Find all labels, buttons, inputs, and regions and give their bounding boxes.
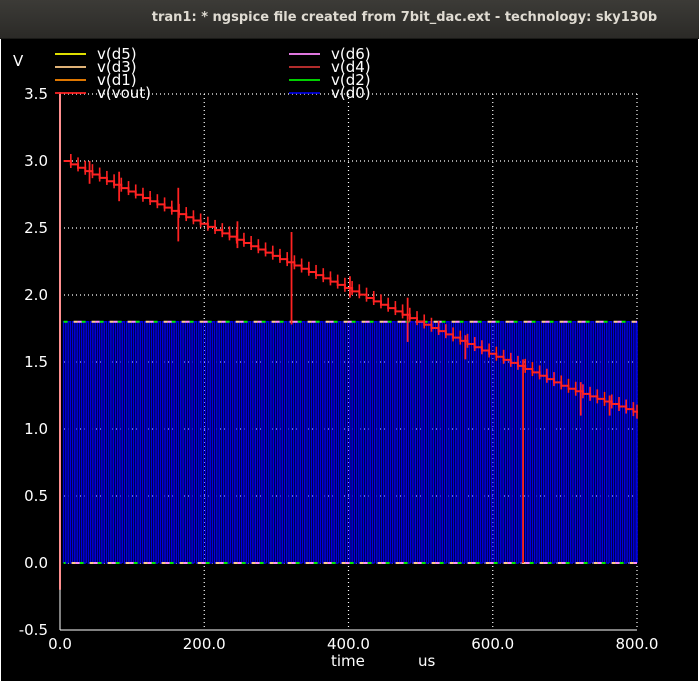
- y-tick-label: 2.5: [24, 219, 48, 237]
- x-axis-unit: us: [418, 652, 436, 670]
- axes: [59, 92, 637, 631]
- legend-label: v(vout): [97, 84, 151, 102]
- y-tick-label: 3.0: [24, 152, 48, 170]
- window-title: tran1: * ngspice file created from 7bit_…: [151, 10, 658, 25]
- legend: v(d5) v(d6) v(d3) v(d4) v(d1) v(d2) v(vout) v(d…: [55, 45, 371, 102]
- x-tick-label: 400.0: [327, 635, 370, 653]
- y-tick-label: 2.0: [24, 286, 48, 304]
- x-tick-label: 600.0: [471, 635, 514, 653]
- y-tick-label: -0.5: [19, 621, 48, 639]
- y-tick-label: 1.0: [24, 420, 48, 438]
- y-tick-label: 0.5: [24, 487, 48, 505]
- legend-label: v(d5): [97, 45, 137, 63]
- legend-label: v(d3): [97, 58, 137, 76]
- waveform-chart[interactable]: -0.50.00.51.01.52.02.53.03.50.0 200.0 400.…: [1, 39, 698, 681]
- x-axis-label: time: [331, 652, 365, 670]
- y-axis-label: V: [13, 52, 24, 70]
- x-tick-label: 800.0: [616, 635, 659, 653]
- x-tick-label: 200.0: [183, 635, 226, 653]
- trace-vout: [63, 160, 638, 413]
- tick-labels: -0.50.00.51.01.52.02.53.03.50.0 200.0 400.…: [19, 85, 659, 653]
- legend-label: v(d1): [97, 71, 137, 89]
- legend-label: v(d0): [331, 84, 371, 102]
- plot-area[interactable]: -0.5 0.0 0.5 1.0 1.5 2.0 2.5 3.0 3.5 0.0 200.0 400.…: [1, 39, 698, 681]
- legend-label: v(d6): [331, 45, 371, 63]
- trace-d0: [62, 321, 638, 564]
- y-tick-label: 3.5: [24, 85, 48, 103]
- window-titlebar: tran1: * ngspice file created from 7bit_…: [0, 0, 699, 39]
- legend-label: v(d2): [331, 71, 371, 89]
- x-tick-label: 0.0: [48, 635, 72, 653]
- y-tick-label: 1.5: [24, 353, 48, 371]
- y-tick-label: 0.0: [24, 554, 48, 572]
- legend-label: v(d4): [331, 58, 371, 76]
